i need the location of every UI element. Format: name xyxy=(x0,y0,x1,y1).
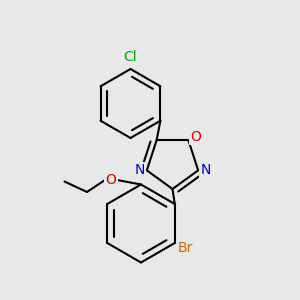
Text: Br: Br xyxy=(178,241,193,254)
Text: O: O xyxy=(106,173,116,187)
Text: O: O xyxy=(190,130,201,144)
Text: N: N xyxy=(200,163,211,177)
Text: Cl: Cl xyxy=(124,50,137,64)
Text: N: N xyxy=(134,163,145,177)
